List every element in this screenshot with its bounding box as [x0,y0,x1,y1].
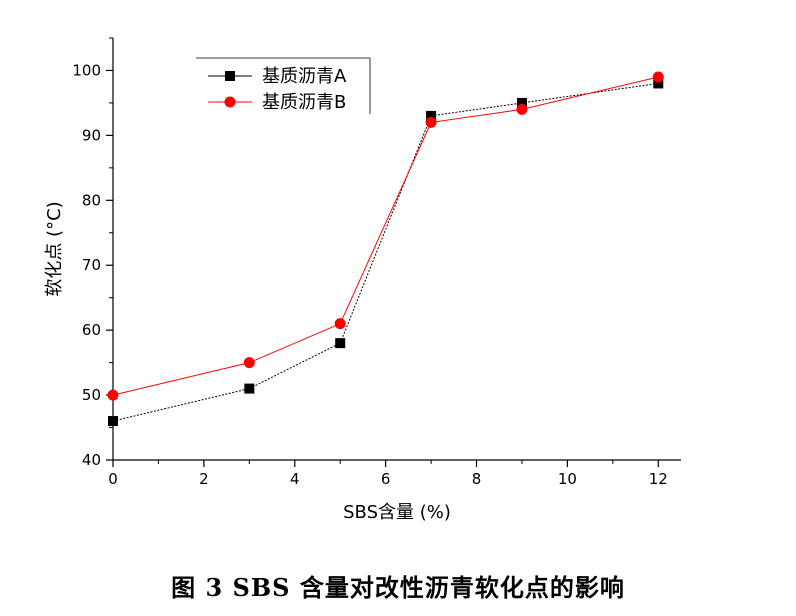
data-point [244,383,255,394]
x-tick-label: 10 [558,470,577,488]
data-point [243,357,255,369]
legend-label: 基质沥青B [262,92,346,113]
y-tick-label: 90 [82,126,101,144]
legend-marker [224,96,236,108]
data-point [334,318,346,330]
legend-marker [225,71,235,81]
x-axis-title: SBS含量 (%) [343,502,451,523]
data-point [426,110,437,121]
figure-caption: 图 3 SBS 含量对改性沥青软化点的影响 [171,573,625,602]
data-point [108,416,118,427]
y-tick-label: 50 [82,386,101,404]
y-tick-label: 60 [82,321,101,339]
legend-label: 基质沥青A [262,66,347,87]
legend: 基质沥青A 基质沥青B [196,57,371,114]
x-tick-label: 12 [649,470,668,488]
data-point [652,71,664,83]
axes: 0 2 4 6 8 10 12 40 50 60 70 80 90 100 [72,37,681,488]
chart: 0 2 4 6 8 10 12 40 50 60 70 80 90 100 基质沥青A 基质沥青B SBS含… [44,37,681,523]
data-point [335,338,346,349]
data-point [516,103,528,115]
y-tick-label: 100 [72,61,101,79]
series-layer [107,71,664,427]
y-tick-label: 80 [82,191,101,209]
data-point [516,97,527,108]
series-line-1 [112,76,659,396]
data-point [653,78,664,89]
y-tick-label: 70 [82,256,101,274]
data-point [107,389,119,401]
y-tick-label: 40 [82,451,101,469]
x-tick-label: 2 [199,470,209,488]
x-tick-label: 0 [108,470,118,488]
x-tick-label: 4 [290,470,300,488]
data-point [425,116,437,128]
x-tick-label: 8 [472,470,482,488]
series-line-0 [112,82,659,422]
y-axis-title: 软化点 (°C) [44,201,65,296]
x-tick-label: 6 [381,470,391,488]
